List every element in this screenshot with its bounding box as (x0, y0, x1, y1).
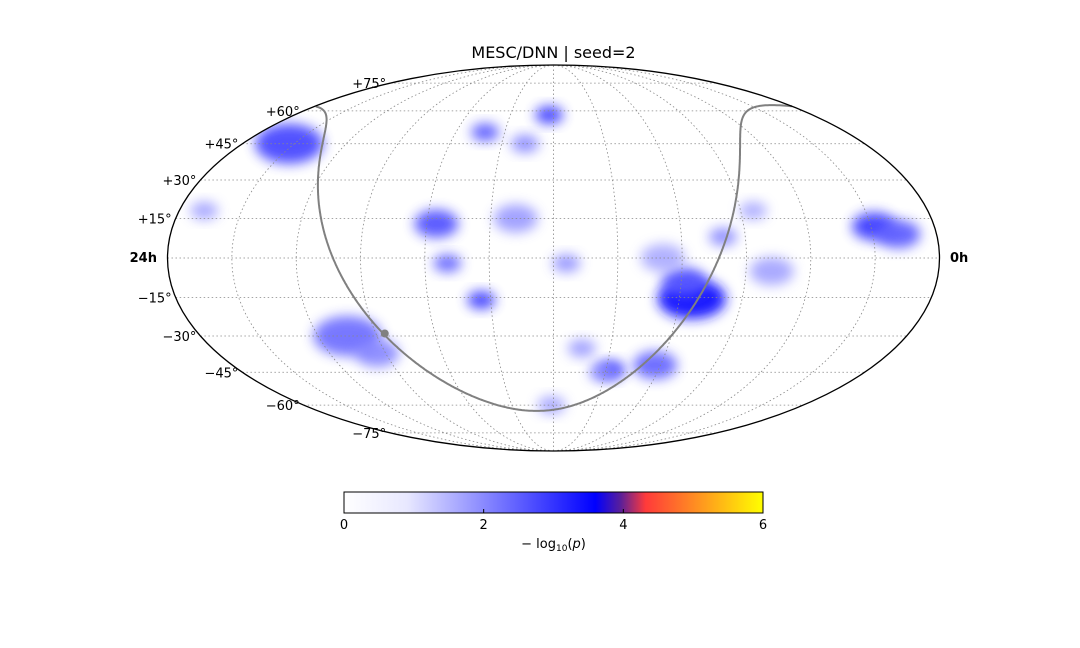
latitude-tick-label: +60° (266, 105, 300, 120)
galactic-plane-line (315, 105, 384, 334)
colorbar (343, 491, 764, 514)
heat-spot (749, 257, 794, 286)
latitude-tick-label: +15° (138, 212, 172, 227)
latitude-tick-label: +75° (352, 77, 386, 92)
heat-spot (876, 220, 921, 249)
heat-spot (739, 201, 768, 220)
colorbar-ticks: 0 2 4 6 (340, 509, 767, 533)
ra-label-right: 0h (950, 251, 968, 266)
galactic-plane-curve (315, 104, 793, 412)
graticule-meridian (553, 64, 619, 452)
heat-spot (535, 105, 564, 124)
heat-spot (471, 123, 500, 142)
graticule-meridian (488, 64, 554, 452)
latitude-tick-label: +30° (162, 174, 196, 189)
heat-spot (433, 254, 462, 273)
colorbar-tick-label: 6 (759, 518, 767, 533)
latitude-tick-label: +45° (204, 138, 238, 153)
colorbar-label: − log10(p) (521, 537, 586, 554)
heat-spot (662, 267, 707, 296)
latitude-tick-label: −30° (162, 330, 196, 345)
heat-spot (414, 209, 459, 238)
colorbar-tick-label: 0 (340, 518, 348, 533)
heat-spot (190, 201, 219, 220)
latitude-tick-label: −75° (352, 427, 386, 442)
ra-label-left: 24h (130, 251, 157, 266)
latitude-tick-labels: +75° +60° +45° +30° +15° −15° −30° −45° −60° −75° (138, 77, 386, 442)
galactic-center-marker (380, 329, 389, 338)
colorbar-tick-label: 4 (619, 518, 627, 533)
map-boundary (166, 64, 941, 452)
heat-spot (708, 227, 737, 246)
heat-spot (567, 339, 596, 358)
heatmap-layer (190, 105, 921, 415)
galactic-plane-line (382, 104, 793, 412)
latitude-tick-label: −15° (138, 292, 172, 307)
colorbar-tick-label: 2 (480, 518, 488, 533)
heat-spot (467, 291, 496, 310)
chart-title: MESC/DNN | seed=2 (471, 43, 635, 62)
heat-spot (355, 339, 400, 368)
heat-spot (633, 351, 678, 380)
heat-spot (552, 254, 581, 273)
heat-spot (640, 244, 685, 272)
graticule (167, 64, 940, 452)
heat-spot (510, 134, 539, 153)
heat-spot (255, 123, 324, 164)
latitude-tick-label: −45° (204, 366, 238, 381)
latitude-tick-label: −60° (266, 399, 300, 414)
